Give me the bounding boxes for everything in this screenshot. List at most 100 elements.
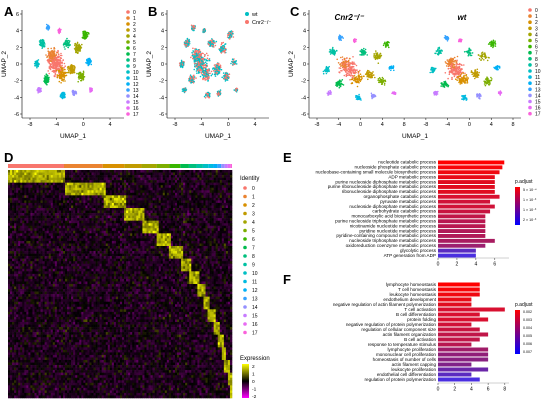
umap-point [350,78,353,81]
umap-point [339,36,342,38]
legend-dot-cluster-8 [528,57,532,61]
heatmap-cell [22,170,25,173]
umap-point [476,68,479,71]
umap-point [81,43,83,46]
umap-point [185,43,187,46]
heatmap-cell [128,177,131,181]
umap-point [371,94,373,96]
heatmap-cell [113,172,117,176]
heatmap-cell [77,172,80,176]
legend-dot-cluster-1 [126,16,130,20]
heatmap-cell [60,177,64,181]
umap-point [471,73,473,76]
umap-point [63,76,66,79]
heatmap-cell [219,175,223,178]
heatmap-cell [36,177,39,181]
umap-point [57,50,59,53]
umap-point [198,63,200,65]
umap-point [342,37,344,39]
heatmap-cell [111,172,115,176]
x-tick-label: 4 [108,122,111,128]
heatmap-cell [130,172,133,176]
heatmap-cell [225,175,229,178]
umap-point [362,52,364,55]
heatmap-cell [46,177,50,181]
heatmap-cell [34,172,37,176]
umap-point [63,94,66,97]
umap-point [44,78,47,80]
heatmap-cell [85,175,88,178]
umap-point [61,75,64,78]
legend-label-cluster-4: 4 [133,34,136,40]
umap-point [63,66,65,69]
umap-point [86,59,89,62]
umap-point [195,70,198,72]
umap-point [378,81,380,83]
umap-point [444,72,447,74]
x-tick-label: 4 [253,122,256,128]
heatmap-cell [16,177,19,181]
umap-point [344,64,346,67]
legend-label-cluster-14: 14 [133,94,139,100]
umap-point [376,57,378,59]
umap-point [41,47,43,49]
umap-point [202,28,205,31]
umap-point [457,68,460,71]
umap-point [44,76,47,78]
umap-point [58,55,60,58]
umap-point [64,72,66,75]
umap-point [440,52,442,54]
heatmap-cell [38,172,41,176]
umap-point [58,80,61,83]
y-tick-label: -4 [301,95,306,101]
umap-point [224,47,227,50]
heatmap-cell [197,170,200,173]
heatmap-cell [75,177,78,181]
heatmap-cell [65,175,68,178]
umap-point [449,60,451,63]
umap-point [465,82,467,84]
umap-point [467,50,469,53]
umap-point [368,70,370,72]
umap-point [377,57,379,59]
heatmap-cell [227,172,231,176]
umap-point [340,80,342,83]
umap-point [460,79,463,81]
umap-point [57,69,60,72]
heatmap-cell [164,170,168,173]
heatmap-body [8,170,233,399]
umap-point [193,55,196,57]
umap-point [74,44,76,47]
heatmap-cell [28,172,31,176]
umap-point [479,94,482,96]
identity-block-16 [227,164,231,168]
heatmap-cell [48,172,52,176]
umap-point [392,66,394,69]
legend-dot-cluster-6 [528,44,532,49]
identity-block-12 [213,164,218,168]
umap-point [205,79,207,81]
heatmap-cell [120,175,123,178]
umap-point [181,61,183,63]
umap-point [494,40,496,42]
umap-point [484,84,487,87]
umap-point [57,63,60,66]
panel-b-xlabel: UMAP_1 [205,133,231,140]
umap-point [466,98,468,101]
umap-point [451,65,454,68]
umap-point [204,61,207,64]
umap-point [53,52,56,54]
heatmap-cell [117,172,121,176]
umap-point [88,57,91,60]
heatmap-cell [69,170,72,173]
panel-label-b: B [148,4,158,19]
legend-dot-cluster-14 [126,94,130,98]
umap-point [329,53,332,55]
umap-point [55,70,57,73]
umap-point [491,78,493,80]
umap-point [356,69,358,71]
umap-point [346,64,348,66]
umap-point [359,76,362,78]
umap-point [469,53,471,55]
x-tick-label: -8 [173,122,178,128]
